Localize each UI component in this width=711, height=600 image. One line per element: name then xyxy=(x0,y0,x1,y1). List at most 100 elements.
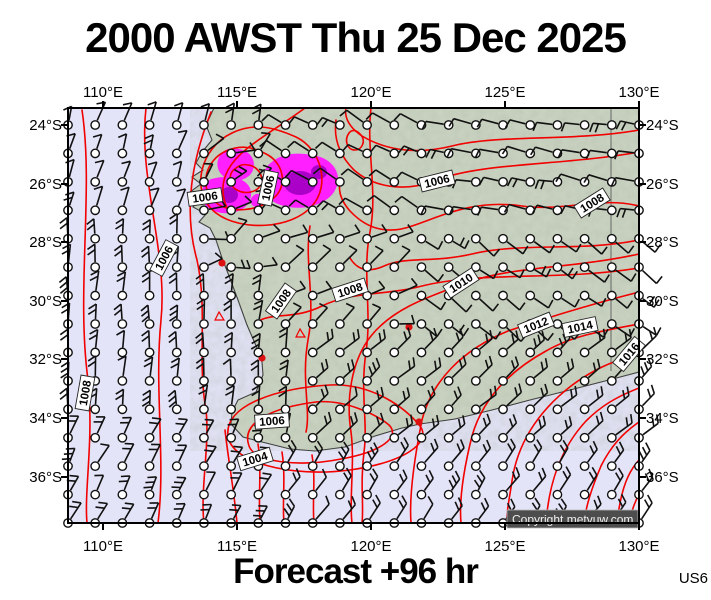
lon-label: 125°E xyxy=(484,84,525,101)
wind-shaft xyxy=(293,140,309,152)
wind-barb-tick xyxy=(145,481,155,484)
wind-barb-tick xyxy=(645,442,651,451)
wind-barb-tick xyxy=(251,338,260,345)
wind-shaft xyxy=(317,231,334,239)
wind-barb-station xyxy=(579,328,606,358)
wind-barb-station xyxy=(226,259,251,273)
wind-shaft xyxy=(452,205,472,211)
wind-barb-tick xyxy=(120,186,130,191)
wind-shaft xyxy=(396,444,409,463)
wind-shaft xyxy=(642,270,658,285)
wind-barb-tick xyxy=(343,472,350,481)
wind-barb-tick xyxy=(120,475,130,478)
wind-barb-station xyxy=(307,328,334,358)
wind-shaft xyxy=(235,201,252,210)
station-circle xyxy=(117,489,128,500)
lat-label: 28°S xyxy=(29,234,62,251)
wind-barb-station xyxy=(334,412,358,443)
wind-barb-tick xyxy=(630,273,637,282)
station-circle xyxy=(226,120,237,130)
lat-label: 36°S xyxy=(646,469,679,486)
isobar-label-box xyxy=(418,169,456,193)
station-circle xyxy=(498,290,508,301)
wind-barb-tick xyxy=(204,449,214,453)
station-circle xyxy=(253,233,264,244)
wind-barb-tick xyxy=(641,446,648,456)
wind-shaft xyxy=(123,417,133,434)
wind-barb-tick xyxy=(225,107,234,114)
wind-barb-tick xyxy=(402,147,410,156)
wind-shaft xyxy=(285,359,289,376)
wind-barb-tick xyxy=(142,224,151,231)
wind-shaft xyxy=(177,503,186,519)
wind-barb-tick xyxy=(195,362,205,370)
wind-barb-tick xyxy=(369,446,376,456)
wind-barb-tick xyxy=(476,118,483,128)
station-circle xyxy=(498,262,508,273)
lat-label: 28°S xyxy=(646,234,679,251)
station-circle xyxy=(525,432,536,443)
wind-barb-tick xyxy=(653,299,660,308)
copyright-text: Copyright metvuw.com xyxy=(512,513,633,527)
wind-shaft xyxy=(370,395,384,407)
wind-barb-tick xyxy=(614,150,619,160)
wind-barb-station xyxy=(259,139,291,159)
wind-barb-tick xyxy=(406,387,411,397)
wind-barb-station xyxy=(579,411,604,443)
wind-barb-tick xyxy=(168,400,177,408)
wind-shaft xyxy=(178,130,188,150)
wind-barb-station xyxy=(226,445,244,472)
wind-shaft xyxy=(177,102,184,121)
station-circle xyxy=(144,290,155,301)
wind-barb-tick xyxy=(288,116,296,125)
wind-shaft xyxy=(124,503,135,520)
wind-barb-tick xyxy=(195,331,204,339)
wind-barb-tick xyxy=(465,304,473,313)
wind-barb-tick xyxy=(141,400,151,407)
wind-barb-station xyxy=(340,168,372,187)
wind-barb-tick xyxy=(510,438,516,448)
wind-barb-tick xyxy=(448,479,454,489)
station-circle xyxy=(199,489,209,500)
wind-shaft xyxy=(615,337,632,351)
wind-barb-tick xyxy=(168,277,177,285)
station-circle xyxy=(498,404,508,415)
wind-barb-station xyxy=(525,467,547,500)
wind-barb-station xyxy=(90,474,105,500)
wind-barb-station xyxy=(362,386,384,415)
wind-barb-station xyxy=(443,328,464,358)
wind-barb-tick xyxy=(488,355,493,365)
wind-barb-station xyxy=(579,386,604,415)
wind-shaft xyxy=(96,101,107,121)
station-circle xyxy=(606,205,617,216)
station-circle xyxy=(416,290,427,301)
station-circle xyxy=(389,176,400,187)
wind-shaft xyxy=(94,303,97,320)
station-circle xyxy=(498,489,508,500)
wind-barb-station xyxy=(366,194,400,216)
wind-barb-tick xyxy=(618,441,625,451)
station-circle xyxy=(226,205,237,216)
wind-shaft xyxy=(232,505,242,519)
wind-barb-tick xyxy=(548,244,555,254)
wind-barb-tick xyxy=(312,167,321,175)
wind-shaft xyxy=(150,187,160,207)
wind-barb-station xyxy=(525,415,547,443)
wind-barb-station xyxy=(225,384,237,415)
wind-shaft xyxy=(151,418,162,434)
station-circle xyxy=(443,375,454,386)
station-circle xyxy=(362,205,372,216)
wind-shaft xyxy=(236,266,251,270)
wind-barb-tick xyxy=(215,133,225,140)
station-circle xyxy=(416,432,427,443)
wind-barb-station xyxy=(90,443,110,472)
wind-barb-tick xyxy=(59,387,68,395)
wind-barb-tick xyxy=(431,385,436,395)
station-circle xyxy=(307,262,318,273)
isobar-label-text: 1006 xyxy=(259,415,285,429)
wind-shaft xyxy=(347,143,363,153)
wind-barb-tick xyxy=(574,385,578,396)
wind-barb-station xyxy=(90,416,106,443)
wind-shaft xyxy=(506,391,522,407)
wind-shaft xyxy=(315,249,332,265)
